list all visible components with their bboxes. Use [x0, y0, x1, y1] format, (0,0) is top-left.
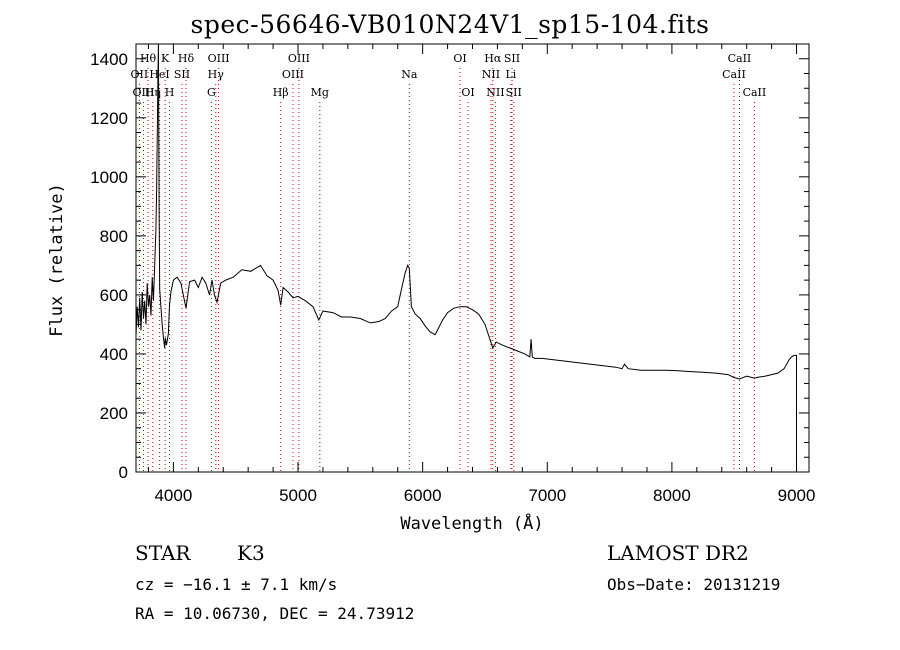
line-marker-label: OII [131, 68, 149, 81]
plot-frame [135, 43, 810, 473]
x-axis-ticks: 4000 5000 6000 7000 8000 9000 [147, 44, 816, 505]
survey-name: LAMOST DR2 [607, 541, 749, 565]
x-tick-label: 4000 [154, 486, 192, 505]
y-axis-ticks: 0 200 400 600 800 1000 1200 1400 [90, 50, 809, 482]
spectrum-line [135, 43, 797, 472]
line-marker-label: OIII [282, 68, 304, 81]
object-class: STAR [135, 541, 191, 565]
line-marker-label: NII [482, 68, 500, 81]
y-tick-label: 200 [100, 404, 128, 423]
emission-line-markers [138, 68, 755, 472]
line-marker-label: Hβ [273, 86, 289, 99]
chart-title: spec-56646-VB010N24V1_sp15-104.fits [190, 10, 710, 39]
line-marker-label: Na [401, 68, 418, 81]
redshift-velocity: cz = −16.1 ± 7.1 km/s [135, 575, 338, 594]
object-subclass: K3 [237, 541, 265, 565]
line-marker-label: CaII [728, 52, 752, 65]
line-marker-label: H [165, 86, 175, 99]
line-marker-label: CaII [743, 86, 767, 99]
line-marker-label: Hα [484, 52, 502, 65]
y-tick-label: 1200 [90, 109, 128, 128]
y-axis-label: Flux (relative) [47, 183, 67, 337]
line-marker-label: Hγ [208, 68, 225, 81]
y-tick-label: 0 [119, 463, 128, 482]
sky-coordinates: RA = 10.06730, DEC = 24.73912 [135, 604, 415, 623]
line-marker-label: OIII [288, 52, 310, 65]
line-marker-label: G [207, 86, 216, 99]
line-marker-label: OIII [132, 86, 154, 99]
line-marker-label: OI [453, 52, 466, 65]
observation-date: Obs−Date: 20131219 [607, 575, 781, 594]
line-marker-label: Li [505, 68, 516, 81]
x-tick-label: 5000 [279, 486, 317, 505]
y-tick-label: 600 [100, 286, 128, 305]
y-tick-label: 800 [100, 227, 128, 246]
x-tick-label: 6000 [404, 486, 442, 505]
y-tick-label: 1400 [90, 50, 128, 69]
line-marker-label: Mg [311, 86, 329, 99]
x-tick-label: 8000 [653, 486, 691, 505]
line-marker-label: Hη [145, 86, 161, 99]
line-marker-label: Hδ [178, 52, 195, 65]
line-marker-label: OI [461, 86, 474, 99]
x-axis-label: Wavelength (Å) [400, 512, 543, 534]
line-marker-label: K [161, 52, 170, 65]
y-tick-label: 1000 [90, 168, 128, 187]
line-marker-label: SII [504, 52, 520, 65]
x-tick-label: 7000 [528, 486, 566, 505]
line-marker-label: NII [486, 86, 504, 99]
line-marker-label: CaII [722, 68, 746, 81]
y-tick-label: 400 [100, 345, 128, 364]
line-marker-label: Hθ [140, 52, 157, 65]
line-marker-label: SII [506, 86, 522, 99]
line-marker-label: SII [174, 68, 190, 81]
line-marker-label: HeI [149, 68, 169, 81]
x-tick-label: 9000 [778, 486, 816, 505]
line-marker-label: OIII [208, 52, 230, 65]
